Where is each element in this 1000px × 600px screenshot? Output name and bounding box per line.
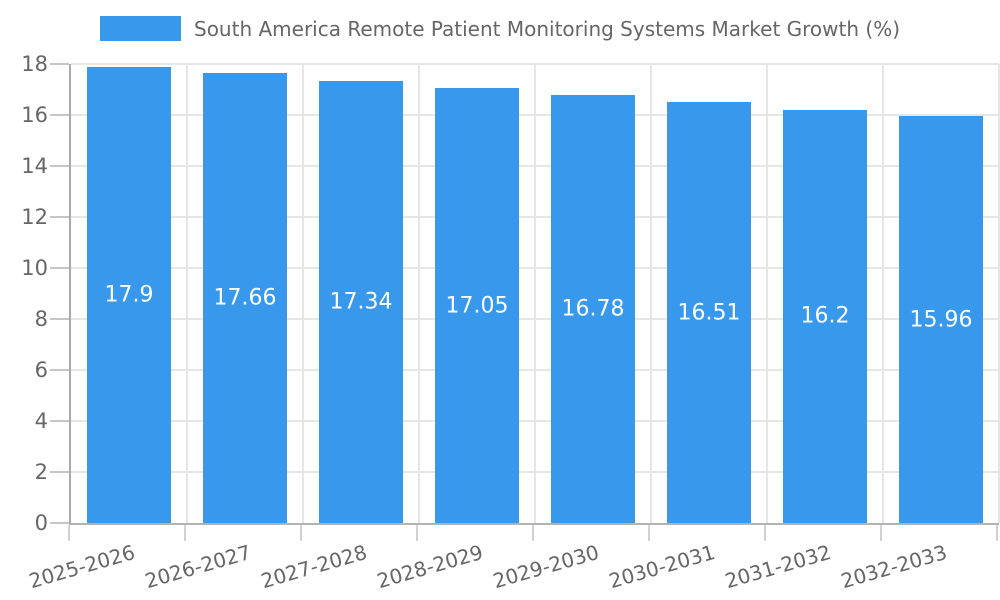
bar-value-label: 15.96 — [909, 307, 973, 333]
x-gridline — [998, 64, 1000, 523]
y-axis-tick-label: 18 — [21, 52, 48, 76]
y-axis-tick-label: 12 — [21, 205, 48, 229]
legend-swatch-icon — [100, 16, 181, 41]
bar-value-label: 17.66 — [213, 285, 277, 311]
y-axis-tick-label: 8 — [34, 307, 48, 331]
x-axis-tick-label: 2031-2032 — [722, 540, 834, 594]
bar[interactable]: 16.51 — [667, 102, 751, 523]
bar-value-label: 17.34 — [329, 289, 393, 315]
y-axis-tick-label: 2 — [34, 460, 48, 484]
bar[interactable]: 16.78 — [551, 95, 635, 523]
plot-area: 17.9 17.66 17.34 17.05 16.78 16.51 16.2 15.96 — [69, 63, 1000, 525]
x-gridline — [418, 64, 420, 523]
x-axis-tick-mark — [416, 525, 418, 541]
y-axis-tick-mark — [50, 420, 69, 422]
bar[interactable]: 15.96 — [899, 116, 983, 523]
bar[interactable]: 17.34 — [319, 80, 403, 523]
legend-item[interactable]: South America Remote Patient Monitoring … — [0, 16, 1000, 41]
x-axis-tick-mark — [764, 525, 766, 541]
y-axis-tick-mark — [50, 63, 69, 65]
y-axis-tick-label: 6 — [34, 358, 48, 382]
x-axis-tick-label: 2026-2027 — [142, 540, 254, 594]
x-gridline — [882, 64, 884, 523]
y-axis-tick-mark — [50, 216, 69, 218]
y-axis-tick-mark — [50, 369, 69, 371]
bar-value-label: 16.51 — [677, 300, 741, 325]
x-axis-tick-label: 2025-2026 — [26, 540, 138, 594]
y-axis-tick-label: 0 — [34, 511, 48, 535]
x-axis-tick-mark — [184, 525, 186, 541]
x-axis-tick-label: 2027-2028 — [258, 540, 370, 594]
x-gridline — [186, 64, 188, 523]
bar[interactable]: 17.05 — [435, 88, 519, 523]
y-axis-tick-label: 4 — [34, 409, 48, 433]
x-axis-tick-label: 2032-2033 — [838, 540, 950, 594]
x-gridline — [766, 64, 768, 523]
x-axis-tick-mark — [68, 525, 70, 541]
bar[interactable]: 16.2 — [783, 109, 867, 523]
x-axis-tick-mark — [532, 525, 534, 541]
y-axis-tick-mark — [50, 114, 69, 116]
y-axis-tick-mark — [50, 318, 69, 320]
x-gridline — [534, 64, 536, 523]
bar[interactable]: 17.66 — [203, 72, 287, 523]
y-axis-tick-label: 16 — [21, 103, 48, 127]
bar-value-label: 16.78 — [561, 296, 625, 322]
legend-label: South America Remote Patient Monitoring … — [194, 16, 900, 41]
x-axis-tick-mark — [880, 525, 882, 541]
x-axis-tick-mark — [996, 525, 998, 541]
y-axis-tick-label: 14 — [21, 154, 48, 178]
y-axis-tick-mark — [50, 522, 69, 524]
y-axis-tick-label: 10 — [21, 256, 48, 280]
x-axis-tick-label: 2029-2030 — [490, 540, 602, 594]
x-axis-tick-mark — [300, 525, 302, 541]
y-axis-tick-mark — [50, 267, 69, 269]
x-axis-tick-label: 2028-2029 — [374, 540, 486, 594]
x-gridline — [302, 64, 304, 523]
x-gridline — [650, 64, 652, 523]
x-axis-tick-label: 2030-2031 — [606, 540, 718, 594]
y-axis-tick-mark — [50, 165, 69, 167]
bar[interactable]: 17.9 — [87, 66, 171, 523]
x-axis-tick-mark — [648, 525, 650, 541]
bar-value-label: 17.05 — [445, 293, 509, 319]
bar-value-label: 16.2 — [800, 303, 850, 329]
bar-value-label: 17.9 — [104, 282, 154, 308]
y-axis-tick-mark — [50, 471, 69, 473]
